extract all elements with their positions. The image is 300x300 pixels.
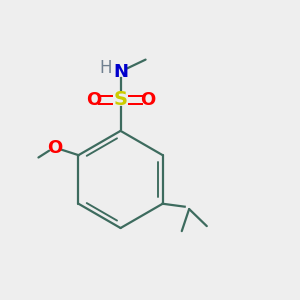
Text: O: O xyxy=(86,91,101,109)
Text: O: O xyxy=(140,91,155,109)
Text: N: N xyxy=(113,63,128,81)
Text: O: O xyxy=(47,139,62,157)
Text: S: S xyxy=(114,90,128,110)
Text: H: H xyxy=(100,58,112,76)
